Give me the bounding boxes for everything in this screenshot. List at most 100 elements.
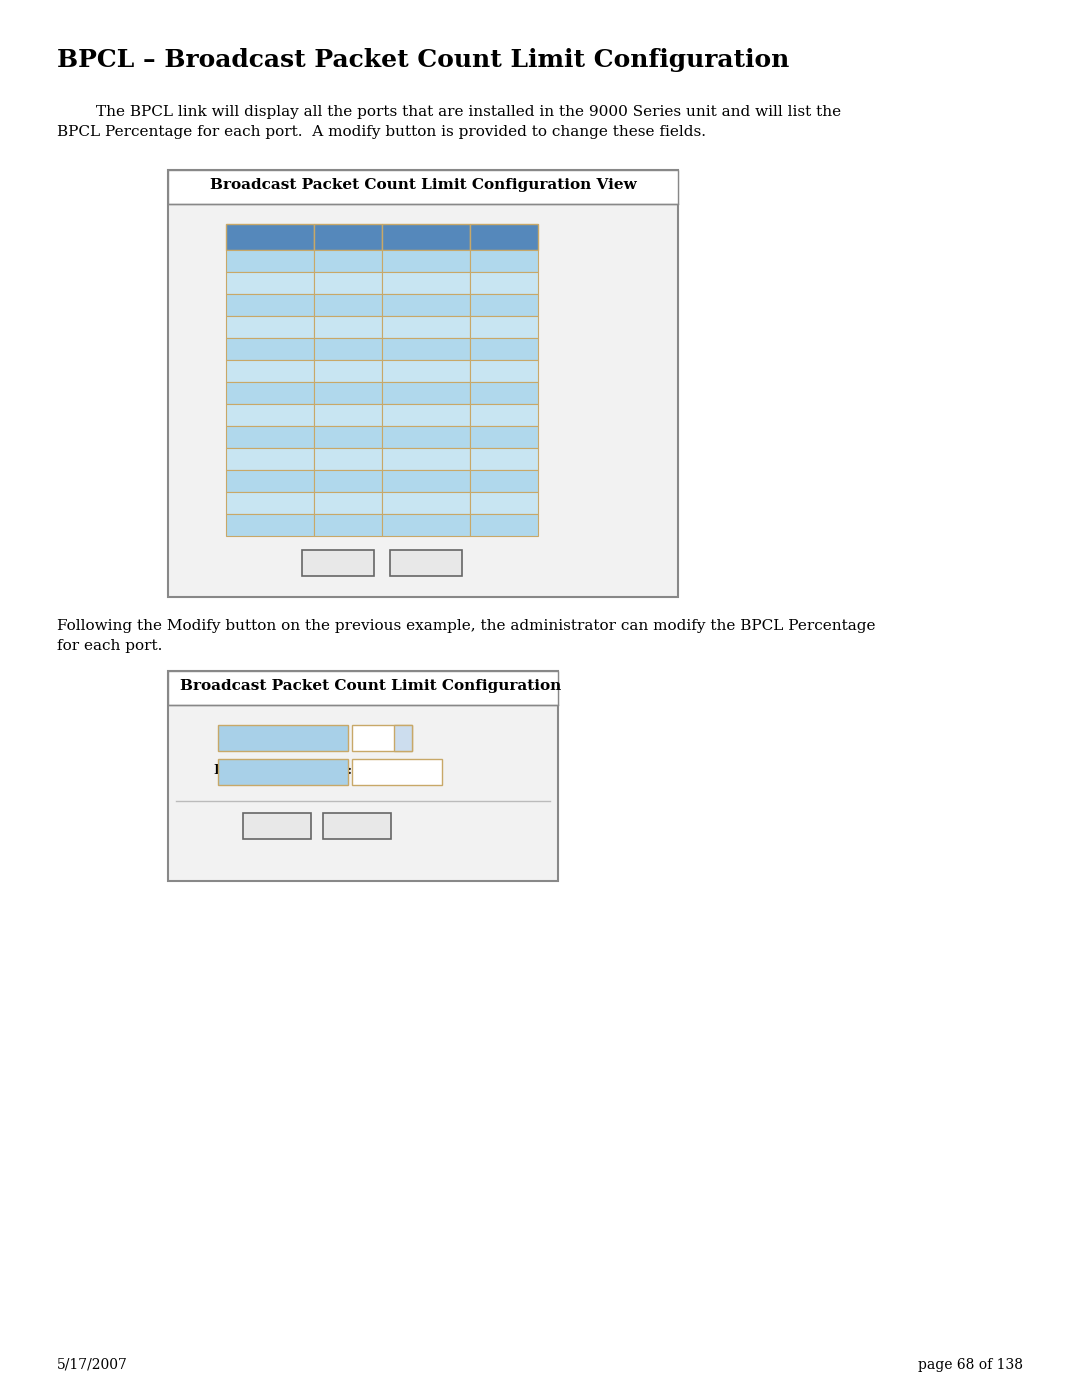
Bar [470, 250, 538, 272]
Text: The BPCL link will display all the ports that are installed in the 9000 Series u: The BPCL link will display all the ports… [57, 105, 841, 119]
Bar [226, 224, 314, 250]
Text: A1: A1 [360, 731, 378, 743]
Text: page 68 of 138: page 68 of 138 [918, 1358, 1023, 1372]
Text: --: -- [499, 365, 509, 377]
Text: 100: 100 [491, 496, 516, 509]
Text: B2: B2 [261, 408, 279, 420]
Bar [226, 272, 314, 293]
Text: --: -- [499, 453, 509, 465]
Bar [226, 492, 314, 514]
Text: --: -- [499, 408, 509, 420]
Text: Broadcast Packet Count Limit Configuration View: Broadcast Packet Count Limit Configurati… [210, 177, 636, 191]
Bar [218, 759, 348, 785]
Bar [168, 170, 678, 597]
Text: 100: 100 [336, 320, 361, 332]
Text: 100: 100 [336, 254, 361, 267]
Text: Refresh: Refresh [399, 555, 454, 569]
Bar [470, 338, 538, 360]
Text: --: -- [499, 430, 509, 443]
Bar [314, 381, 382, 404]
Text: --: -- [343, 474, 353, 488]
Bar [314, 272, 382, 293]
Text: C2: C2 [417, 254, 435, 267]
Text: E2: E2 [417, 518, 435, 531]
Bar [382, 272, 470, 293]
Text: --: -- [421, 277, 431, 289]
Bar [226, 316, 314, 338]
Bar [382, 224, 470, 250]
Bar [382, 448, 470, 469]
Bar [352, 759, 442, 785]
Bar [226, 381, 314, 404]
Text: A3: A3 [261, 298, 279, 312]
Bar [314, 426, 382, 448]
Bar [226, 448, 314, 469]
Text: BPCL Percentage :: BPCL Percentage : [214, 764, 352, 777]
Bar [226, 360, 314, 381]
Bar [382, 360, 470, 381]
Text: --: -- [499, 320, 509, 332]
Bar [470, 316, 538, 338]
Bar [470, 224, 538, 250]
Bar [314, 469, 382, 492]
Text: 100: 100 [357, 764, 383, 777]
Text: --: -- [499, 342, 509, 355]
Text: B3: B3 [261, 430, 279, 443]
Bar [168, 671, 558, 705]
Bar [226, 293, 314, 316]
Bar [314, 338, 382, 360]
Text: --: -- [499, 277, 509, 289]
Bar [314, 250, 382, 272]
Bar [470, 293, 538, 316]
Bar [382, 381, 470, 404]
Bar [302, 550, 374, 576]
Text: --: -- [421, 320, 431, 332]
Text: --: -- [499, 474, 509, 488]
Text: Following the Modify button on the previous example, the administrator can modif: Following the Modify button on the previ… [57, 619, 876, 633]
Text: --: -- [421, 342, 431, 355]
Bar [382, 316, 470, 338]
Text: --: -- [421, 430, 431, 443]
Text: for each port.: for each port. [57, 638, 162, 652]
Text: BPCL Percentage for each port.  A modify button is provided to change these fiel: BPCL Percentage for each port. A modify … [57, 124, 706, 138]
Text: BPCL [%]: BPCL [%] [314, 229, 381, 242]
Text: Port Name :: Port Name : [239, 731, 327, 743]
Text: --: -- [421, 365, 431, 377]
Bar [382, 469, 470, 492]
Bar [243, 813, 311, 840]
Bar [382, 338, 470, 360]
Text: 100: 100 [336, 386, 361, 400]
Bar [382, 250, 470, 272]
Text: Modify: Modify [313, 555, 363, 569]
Bar [470, 272, 538, 293]
Text: --: -- [499, 298, 509, 312]
Bar [382, 514, 470, 536]
Bar [226, 404, 314, 426]
Text: Cancel: Cancel [333, 819, 381, 833]
Text: 100: 100 [336, 453, 361, 465]
Bar [470, 514, 538, 536]
Text: ▼: ▼ [400, 732, 407, 740]
Bar [470, 404, 538, 426]
Text: B1: B1 [261, 386, 279, 400]
Text: Port Name: Port Name [389, 229, 463, 242]
Text: 100: 100 [491, 254, 516, 267]
Text: --: -- [421, 386, 431, 400]
Bar [470, 492, 538, 514]
Text: 5/17/2007: 5/17/2007 [57, 1358, 127, 1372]
Bar [352, 725, 411, 752]
Text: BPCL – Broadcast Packet Count Limit Configuration: BPCL – Broadcast Packet Count Limit Conf… [57, 47, 789, 73]
Bar [226, 338, 314, 360]
Bar [382, 404, 470, 426]
Bar [390, 550, 462, 576]
Text: --: -- [499, 386, 509, 400]
Text: Port Name: Port Name [232, 229, 308, 242]
Text: --: -- [421, 298, 431, 312]
Bar [226, 250, 314, 272]
Bar [470, 448, 538, 469]
Text: --: -- [421, 474, 431, 488]
Text: 100: 100 [336, 298, 361, 312]
Text: 100: 100 [336, 365, 361, 377]
Bar [382, 293, 470, 316]
Bar [470, 381, 538, 404]
